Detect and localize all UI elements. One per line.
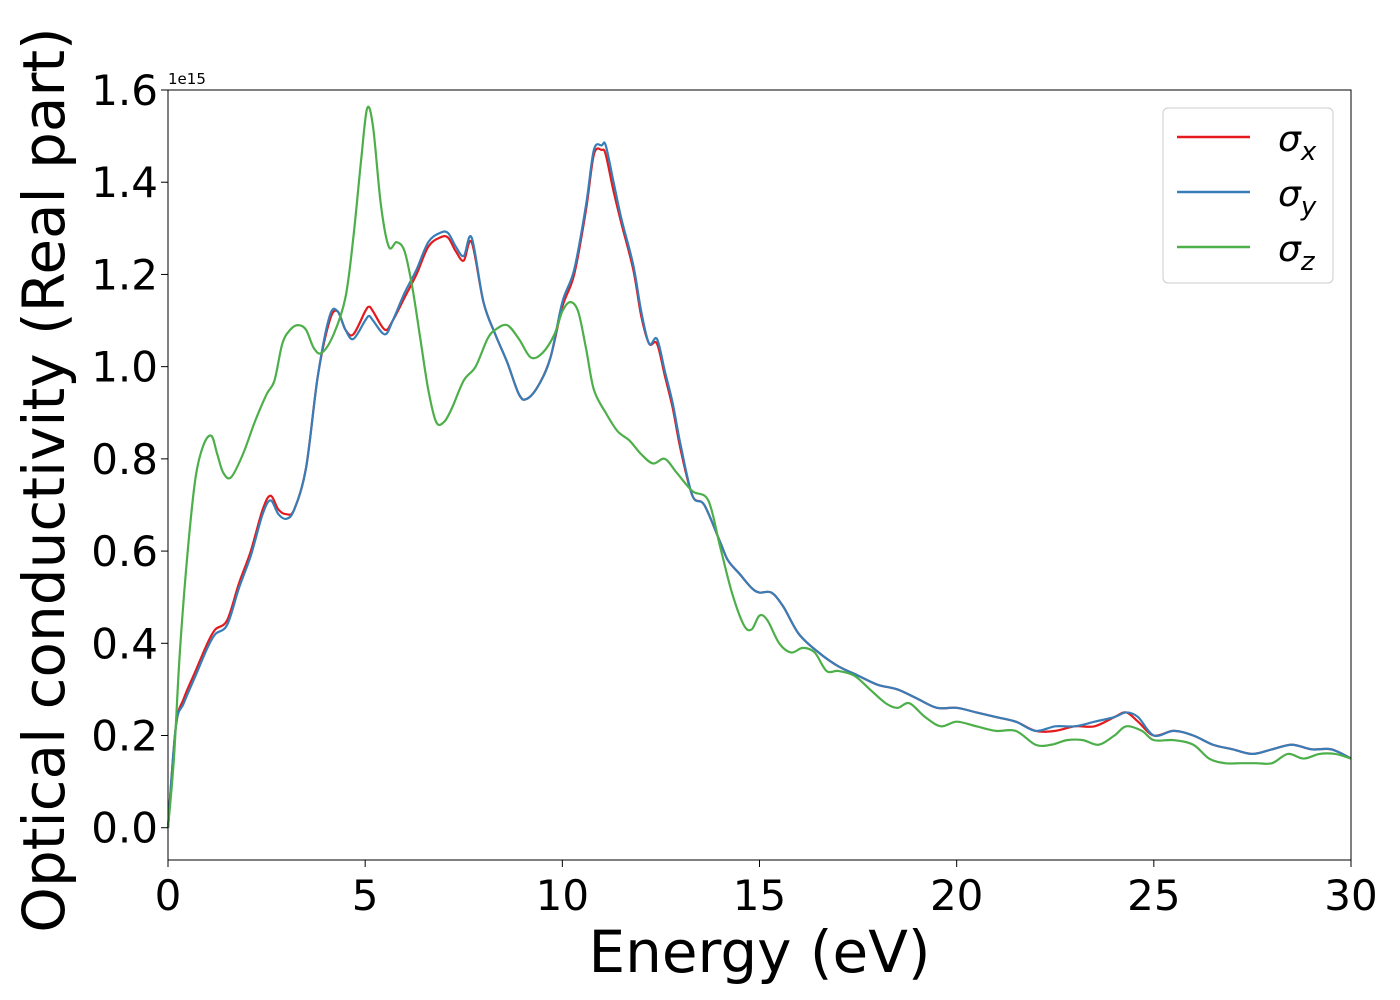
y-tick-label: 0.6 — [91, 527, 158, 576]
x-tick-label: 25 — [1127, 871, 1180, 920]
legend-label-x: σx — [1278, 119, 1317, 167]
y-axis: 0.0 0.2 0.4 0.6 0.8 1.0 1.2 1.4 1.6 — [91, 66, 168, 853]
y-tick-label: 1.0 — [91, 343, 158, 392]
y-tick-label: 0.0 — [91, 804, 158, 853]
y-scale-factor: 1e15 — [168, 70, 206, 88]
x-tick-label: 0 — [155, 871, 182, 920]
x-axis-label: Energy (eV) — [588, 918, 930, 986]
y-tick-label: 1.2 — [91, 250, 158, 299]
legend-label-z: σz — [1278, 229, 1316, 277]
series-line-y — [166, 141, 1352, 828]
series-layer — [166, 105, 1352, 828]
y-tick-label: 1.4 — [91, 158, 158, 207]
legend: σx σy σz — [1162, 107, 1334, 284]
x-tick-label: 30 — [1324, 871, 1377, 920]
legend-box — [1162, 107, 1334, 284]
legend-label-y: σy — [1278, 174, 1317, 222]
y-tick-label: 1.6 — [91, 66, 158, 115]
x-tick-label: 15 — [733, 871, 786, 920]
x-tick-label: 10 — [536, 871, 589, 920]
x-tick-label: 20 — [930, 871, 983, 920]
y-tick-label: 0.8 — [91, 435, 158, 484]
y-axis-label: Optical conductivity (Real part) — [10, 27, 78, 932]
y-tick-label: 0.4 — [91, 619, 158, 668]
x-tick-label: 5 — [352, 871, 379, 920]
y-tick-label: 0.2 — [91, 712, 158, 761]
series-line-z — [166, 105, 1352, 828]
x-axis: 0 5 10 15 20 25 30 — [155, 860, 1378, 920]
